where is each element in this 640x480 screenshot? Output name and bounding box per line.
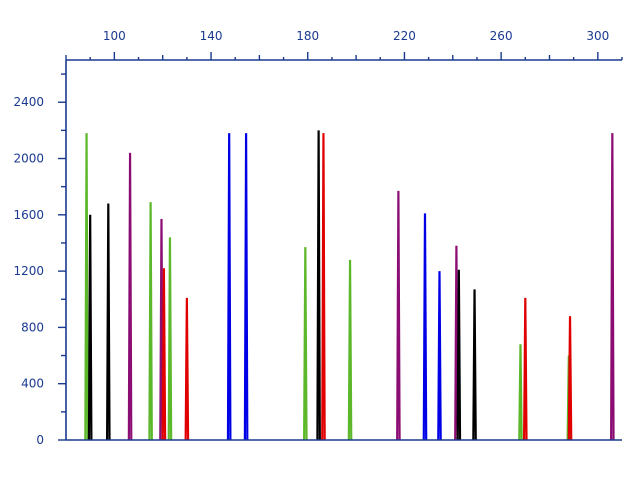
y-tick-label: 2400 [13,95,44,109]
peak-17 [422,213,428,441]
peak-5 [148,202,153,441]
peak-25 [567,316,573,441]
x-tick-label: 180 [296,29,319,43]
x-tick-label: 140 [200,29,223,43]
peak-18 [437,271,442,441]
peak-1 [84,133,89,441]
peak-4 [127,152,133,441]
peak-10 [226,133,232,441]
x-tick-label: 100 [103,29,126,43]
peak-7 [161,268,167,441]
peak-9 [184,297,190,441]
axes-layer [65,59,622,441]
peak-26 [610,133,615,441]
y-tick-label: 1200 [13,264,44,278]
peak-8 [167,237,173,441]
y-tick-label: 0 [36,433,44,447]
y-tick-label: 400 [21,377,44,391]
peak-15 [347,259,353,441]
ticks-layer: 100 140 180 220 260 300 0 400 800 1200 1600 2000 240… [13,29,623,447]
x-tick-label: 300 [586,29,609,43]
peak-3 [105,203,111,441]
y-tick-label: 2000 [13,152,44,166]
peak-22 [518,344,523,441]
peak-12 [303,247,308,441]
peaks-layer [84,130,615,441]
peak-13 [316,130,321,441]
peak-11 [243,133,249,441]
peak-2 [87,214,93,441]
y-tick-label: 1600 [13,208,44,222]
x-tick-label: 260 [490,29,513,43]
peak-14 [321,133,326,441]
peak-16 [396,190,401,441]
x-tick-label: 220 [393,29,416,43]
peak-21 [472,289,477,441]
y-tick-label: 800 [21,320,44,334]
peak-20 [456,269,462,441]
peak-23 [522,297,528,441]
